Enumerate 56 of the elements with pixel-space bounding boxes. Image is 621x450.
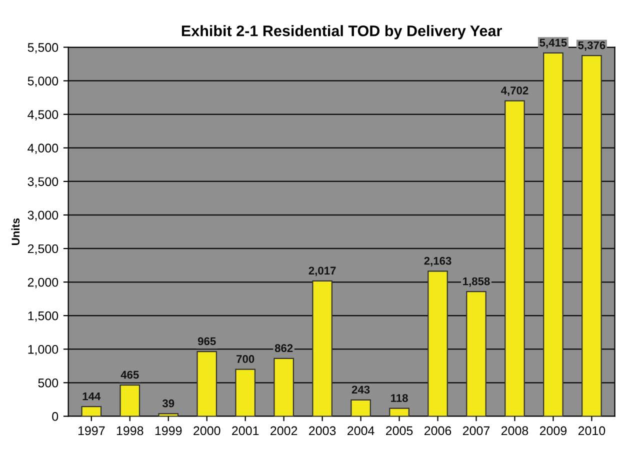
data-label: 4,702	[501, 86, 528, 96]
y-tick-label: 2,000	[28, 278, 58, 288]
bar	[235, 368, 256, 416]
bar	[120, 384, 140, 416]
data-label: 118	[391, 394, 408, 402]
x-tick-label: 2003	[309, 426, 336, 436]
x-tick-label: 2000	[194, 426, 220, 436]
x-tick-label: 2010	[578, 426, 606, 436]
bar	[504, 100, 525, 416]
bar	[428, 270, 448, 416]
y-tick-label: 1,000	[28, 344, 58, 356]
data-label: 700	[236, 355, 254, 363]
data-label: 243	[352, 386, 370, 394]
bar	[466, 291, 486, 416]
bar	[312, 280, 332, 416]
bar	[81, 406, 102, 416]
bar	[543, 52, 564, 416]
x-tick-label: 2007	[462, 426, 490, 436]
data-label: 2,017	[308, 266, 336, 276]
data-label: 862	[274, 344, 293, 352]
y-axis-title: Units	[11, 218, 20, 245]
y-tick-label: 4,000	[28, 144, 58, 154]
x-tick-label: 2004	[348, 426, 374, 436]
x-tick-label: 2001	[232, 426, 259, 436]
y-tick-label: 3,500	[28, 177, 58, 188]
x-tick-label: 2006	[424, 426, 452, 436]
bar	[582, 55, 602, 416]
bar	[274, 358, 294, 416]
y-tick-label: 4,500	[28, 110, 58, 120]
y-tick-label: 3,000	[28, 210, 58, 222]
x-tick-label: 1999	[155, 426, 182, 436]
y-tick-label: 2,500	[28, 244, 58, 255]
data-label: 1,858	[463, 277, 490, 287]
y-tick-label: 5,000	[28, 76, 58, 87]
y-tick-label: 5,500	[28, 43, 58, 54]
x-tick-label: 2002	[270, 426, 298, 436]
bar	[158, 413, 179, 416]
y-tick-label: 500	[38, 378, 58, 388]
x-tick-label: 2009	[540, 426, 567, 436]
y-tick-label: 0	[52, 412, 58, 421]
bar	[389, 408, 410, 416]
data-label: 465	[120, 370, 139, 379]
data-label: 39	[162, 399, 174, 408]
data-label: 5,415	[540, 38, 567, 48]
data-label: 2,163	[424, 256, 452, 266]
y-tick-label: 1,500	[28, 311, 58, 322]
chart-title: Exhibit 2-1 Residential TOD by Delivery Year	[182, 25, 502, 40]
x-tick-label: 1997	[78, 426, 105, 436]
data-label: 965	[198, 337, 216, 346]
x-tick-label: 2008	[501, 426, 528, 436]
x-tick-label: 1998	[116, 426, 144, 436]
bar	[196, 350, 218, 416]
x-tick-label: 2005	[386, 426, 413, 436]
data-label: 144	[82, 392, 101, 400]
bar	[350, 399, 371, 416]
data-label: 5,376	[578, 41, 606, 51]
